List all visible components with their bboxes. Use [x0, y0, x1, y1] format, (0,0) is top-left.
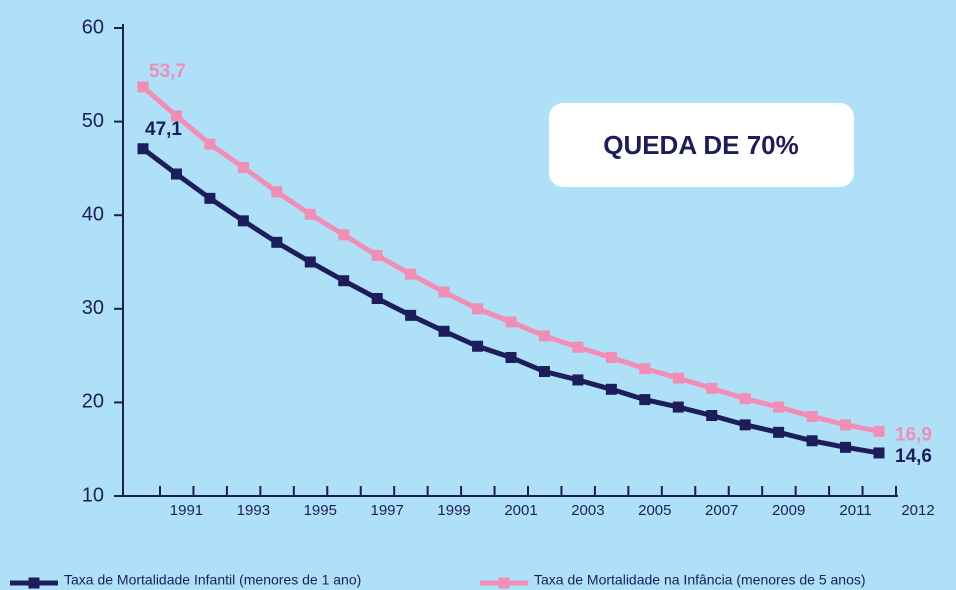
marker: [371, 249, 383, 261]
x-tick-label: 1991: [170, 502, 203, 519]
marker: [605, 351, 617, 363]
marker: [438, 286, 450, 298]
marker: [505, 316, 517, 328]
marker: [237, 215, 249, 227]
marker: [773, 401, 785, 413]
x-tick-label: 1999: [437, 502, 470, 519]
marker: [806, 410, 818, 422]
line: [141, 146, 880, 456]
data-label: 16,9: [895, 424, 932, 445]
marker: [405, 309, 417, 321]
marker: [137, 81, 149, 93]
marker: [237, 161, 249, 173]
marker: [304, 256, 316, 268]
marker: [304, 208, 316, 220]
marker: [706, 410, 718, 422]
y-tick-label: 20: [82, 391, 104, 413]
marker: [639, 363, 651, 375]
marker: [538, 366, 550, 378]
x-tick-label: 1997: [370, 502, 403, 519]
marker: [472, 340, 484, 352]
x-tick-label: 1995: [304, 502, 337, 519]
marker: [438, 325, 450, 337]
x-tick-label: 1993: [237, 502, 270, 519]
data-label: 14,6: [895, 446, 932, 467]
legend-label: Taxa de Mortalidade na Infância (menores…: [534, 572, 866, 588]
x-tick-label: 2012: [901, 502, 934, 519]
marker: [873, 425, 885, 437]
marker: [672, 372, 684, 384]
x-tick-label: 2007: [705, 502, 738, 519]
marker: [806, 435, 818, 447]
data-label: 47,1: [145, 119, 182, 140]
x-tick-label: 2003: [571, 502, 604, 519]
y-tick-label: 40: [82, 203, 104, 225]
marker: [538, 330, 550, 342]
marker: [405, 268, 417, 280]
marker: [572, 341, 584, 353]
legend-marker: [28, 577, 40, 589]
data-label: 53,7: [149, 61, 186, 82]
marker: [271, 186, 283, 198]
annotation: QUEDA DE 70%: [603, 130, 799, 160]
marker: [672, 401, 684, 413]
x-tick-label: 2011: [839, 502, 871, 519]
marker: [170, 110, 182, 122]
x-tick-label: 2001: [504, 502, 537, 519]
marker: [706, 382, 718, 394]
legend-label: Taxa de Mortalidade Infantil (menores de…: [64, 572, 361, 588]
marker: [840, 419, 852, 431]
marker: [639, 394, 651, 406]
marker: [271, 236, 283, 248]
marker: [572, 374, 584, 386]
marker: [840, 441, 852, 453]
annotation-box: [549, 103, 854, 187]
marker: [371, 293, 383, 305]
legend-marker: [498, 577, 510, 589]
marker: [739, 393, 751, 405]
y-tick-label: 50: [82, 110, 104, 132]
marker: [472, 303, 484, 315]
x-tick-label: 2009: [772, 502, 805, 519]
marker: [338, 229, 350, 241]
marker: [773, 426, 785, 438]
x-tick-label: 2005: [638, 502, 671, 519]
marker: [873, 447, 885, 459]
marker: [505, 351, 517, 363]
marker: [605, 383, 617, 395]
marker: [204, 192, 216, 204]
y-tick-label: 10: [82, 484, 104, 506]
marker: [338, 275, 350, 287]
y-tick-label: 60: [82, 16, 104, 38]
y-tick-label: 30: [82, 297, 104, 319]
marker: [170, 168, 182, 180]
marker: [137, 143, 149, 155]
marker: [739, 419, 751, 431]
marker: [204, 138, 216, 150]
